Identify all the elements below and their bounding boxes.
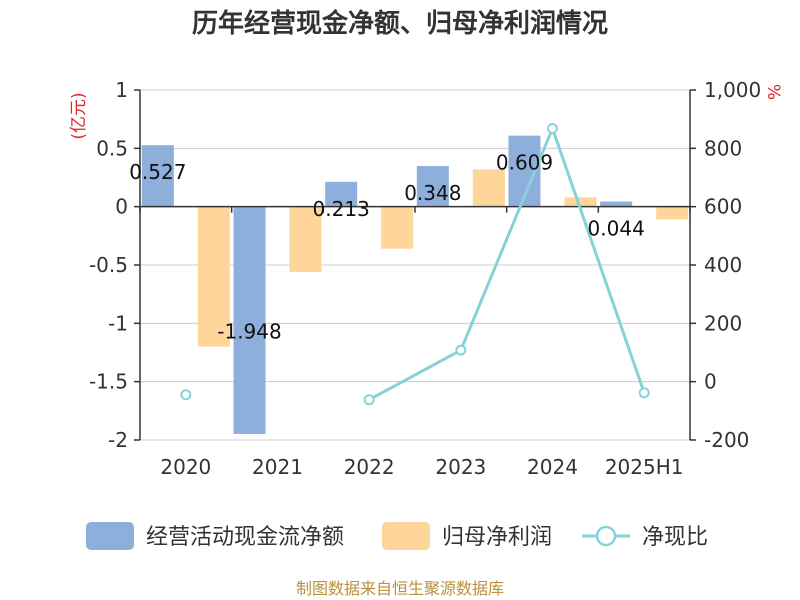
bar — [197, 206, 230, 347]
right-tick-label: 400 — [704, 253, 742, 277]
category-label: 2021 — [252, 455, 303, 479]
bar — [472, 169, 505, 207]
category-label: 2020 — [160, 455, 211, 479]
left-tick-label: 0 — [115, 195, 128, 219]
right-tick-label: -200 — [704, 428, 749, 452]
data-label: 0.527 — [129, 160, 186, 184]
right-axis-unit: % — [763, 84, 783, 100]
data-label: 0.044 — [588, 217, 645, 241]
chart-title: 历年经营现金净额、归母净利润情况 — [192, 8, 608, 39]
data-label: 0.213 — [313, 197, 370, 221]
right-tick-label: 0 — [704, 370, 717, 394]
ratio-point — [455, 344, 467, 356]
left-tick-label: -2 — [108, 428, 128, 452]
ratio-line — [180, 123, 650, 406]
legend-swatch-cashflow — [86, 522, 134, 550]
ratio-line-segment — [368, 124, 646, 402]
legend-swatch-netprofit — [382, 522, 430, 550]
bar — [656, 206, 689, 220]
bars — [141, 135, 689, 434]
left-tick-label: -1.5 — [89, 370, 128, 394]
data-labels: 0.527 -1.948 0.213 0.348 0.609 0.044 — [129, 151, 645, 344]
ratio-point — [363, 394, 375, 406]
legend-label-cashflow: 经营活动现金流净额 — [146, 525, 344, 550]
left-tick-label: 1 — [115, 78, 128, 102]
left-tick-label: -1 — [108, 311, 128, 335]
bar — [416, 166, 449, 207]
category-label: 2022 — [344, 455, 395, 479]
legend-label-ratio: 净现比 — [642, 525, 708, 550]
category-label: 2025H1 — [605, 455, 684, 479]
bar — [289, 206, 322, 272]
bar — [141, 145, 174, 207]
right-tick-label: 1,000 — [704, 78, 761, 102]
left-axis-unit: (亿元) — [69, 92, 89, 139]
bar — [381, 206, 414, 249]
legend-marker-ratio — [595, 525, 617, 547]
ratio-point — [638, 387, 650, 399]
bar — [600, 201, 633, 207]
ratio-point — [180, 389, 192, 401]
right-tick-label: 600 — [704, 195, 742, 219]
category-label: 2024 — [527, 455, 578, 479]
bar — [325, 181, 358, 207]
ratio-point — [547, 123, 558, 134]
legend-label-netprofit: 归母净利润 — [442, 525, 552, 550]
data-label: 0.609 — [496, 151, 553, 175]
data-label: -1.948 — [217, 319, 281, 343]
left-tick-label: 0.5 — [96, 136, 128, 160]
bar — [233, 206, 266, 434]
legend: 经营活动现金流净额 归母净利润 净现比 — [86, 522, 708, 550]
right-tick-label: 800 — [704, 136, 742, 160]
right-tick-label: 200 — [704, 311, 742, 335]
data-label: 0.348 — [404, 181, 461, 205]
bar — [564, 197, 597, 207]
category-label: 2023 — [435, 455, 486, 479]
axes: 1 0.5 0 -0.5 -1 -1.5 -2 1,000 800 600 400 200 0 -200 2… — [89, 78, 761, 479]
source-note: 制图数据来自恒生聚源数据库 — [296, 579, 504, 598]
left-tick-label: -0.5 — [89, 253, 128, 277]
